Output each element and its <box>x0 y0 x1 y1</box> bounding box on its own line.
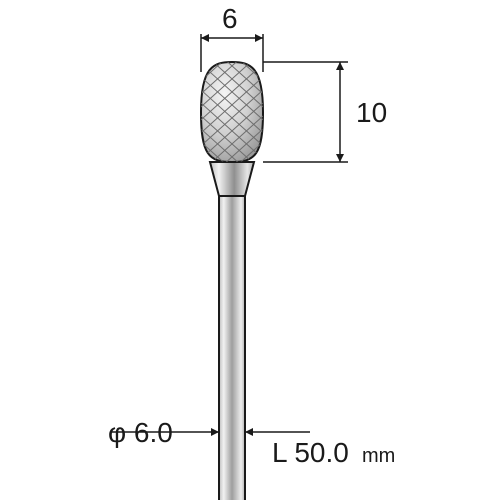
dimension-length-unit: mm <box>362 445 395 467</box>
shank <box>219 196 245 500</box>
dimension-shank-diameter-label: φ 6.0 <box>108 417 173 448</box>
dimension-head-height-label: 10 <box>356 97 387 128</box>
neck-taper <box>210 162 254 196</box>
dimension-head-height <box>263 62 348 162</box>
dimension-length-label: L 50.0 <box>272 437 349 468</box>
dimension-head-width-label: 6 <box>222 3 238 34</box>
tool-diagram: 6 10 φ 6.0 L 50.0 mm <box>0 0 500 500</box>
